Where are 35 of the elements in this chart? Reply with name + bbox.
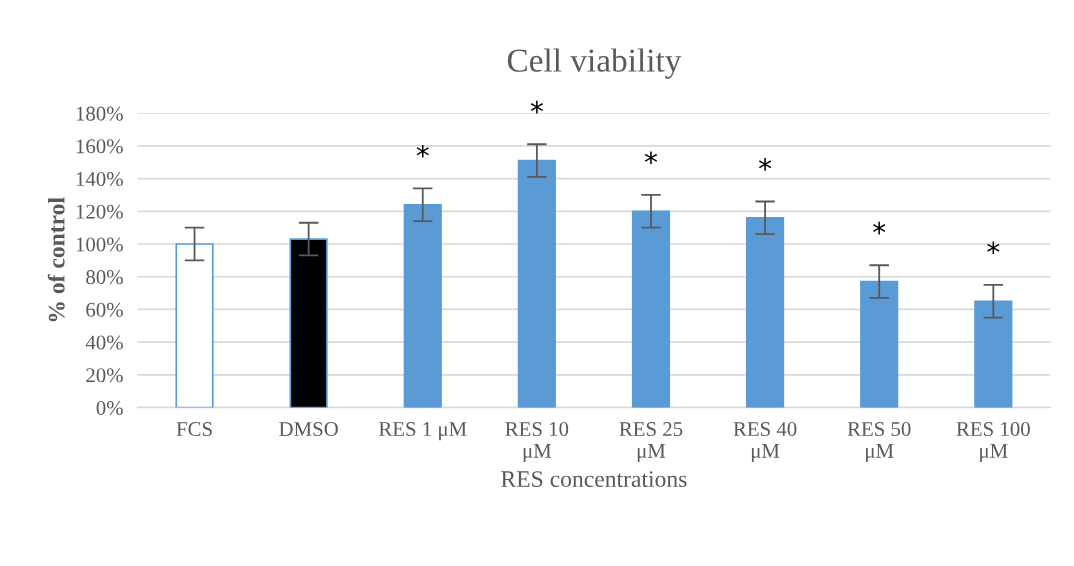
x-tick-label: FCS xyxy=(176,422,212,437)
x-tick-label: RES 100 μM xyxy=(956,422,1030,463)
annotation: * xyxy=(530,100,543,114)
annotation: * xyxy=(873,221,886,235)
y-tick-label: 160% xyxy=(76,139,123,154)
annotation: * xyxy=(987,241,1000,255)
y-tick-label: 100% xyxy=(76,237,123,252)
bar xyxy=(517,159,556,408)
x-tick-label: RES 1 μM xyxy=(378,422,467,441)
bar xyxy=(974,300,1013,408)
bar xyxy=(745,217,785,408)
bar xyxy=(289,238,328,408)
y-tick-label: 60% xyxy=(86,302,123,317)
annotation: * xyxy=(758,157,772,171)
y-tick-label: 120% xyxy=(76,204,123,219)
y-tick-label: 40% xyxy=(85,335,123,350)
chart-title: Cell viability xyxy=(507,48,682,79)
x-tick-label: RES 10 μM xyxy=(505,422,569,463)
bar xyxy=(860,280,899,408)
y-tick-label: 140% xyxy=(76,171,123,187)
y-axis-title: % of control xyxy=(47,197,65,322)
x-tick-label: RES 50 μM xyxy=(847,422,911,463)
x-tick-label: RES 25 μM xyxy=(619,422,683,463)
annotation: * xyxy=(416,144,429,158)
x-tick-label: RES 40 μM xyxy=(733,422,797,463)
annotation: * xyxy=(644,151,658,165)
x-tick-label: DMSO xyxy=(279,422,338,437)
y-tick-label: 80% xyxy=(86,270,123,285)
bar xyxy=(631,210,671,408)
y-tick-label: 0% xyxy=(96,400,123,416)
y-tick-label: 180% xyxy=(76,106,123,121)
bar xyxy=(175,243,214,408)
x-axis-title: RES concentrations xyxy=(501,471,687,488)
y-tick-label: 20% xyxy=(86,368,123,383)
bar xyxy=(403,203,442,408)
